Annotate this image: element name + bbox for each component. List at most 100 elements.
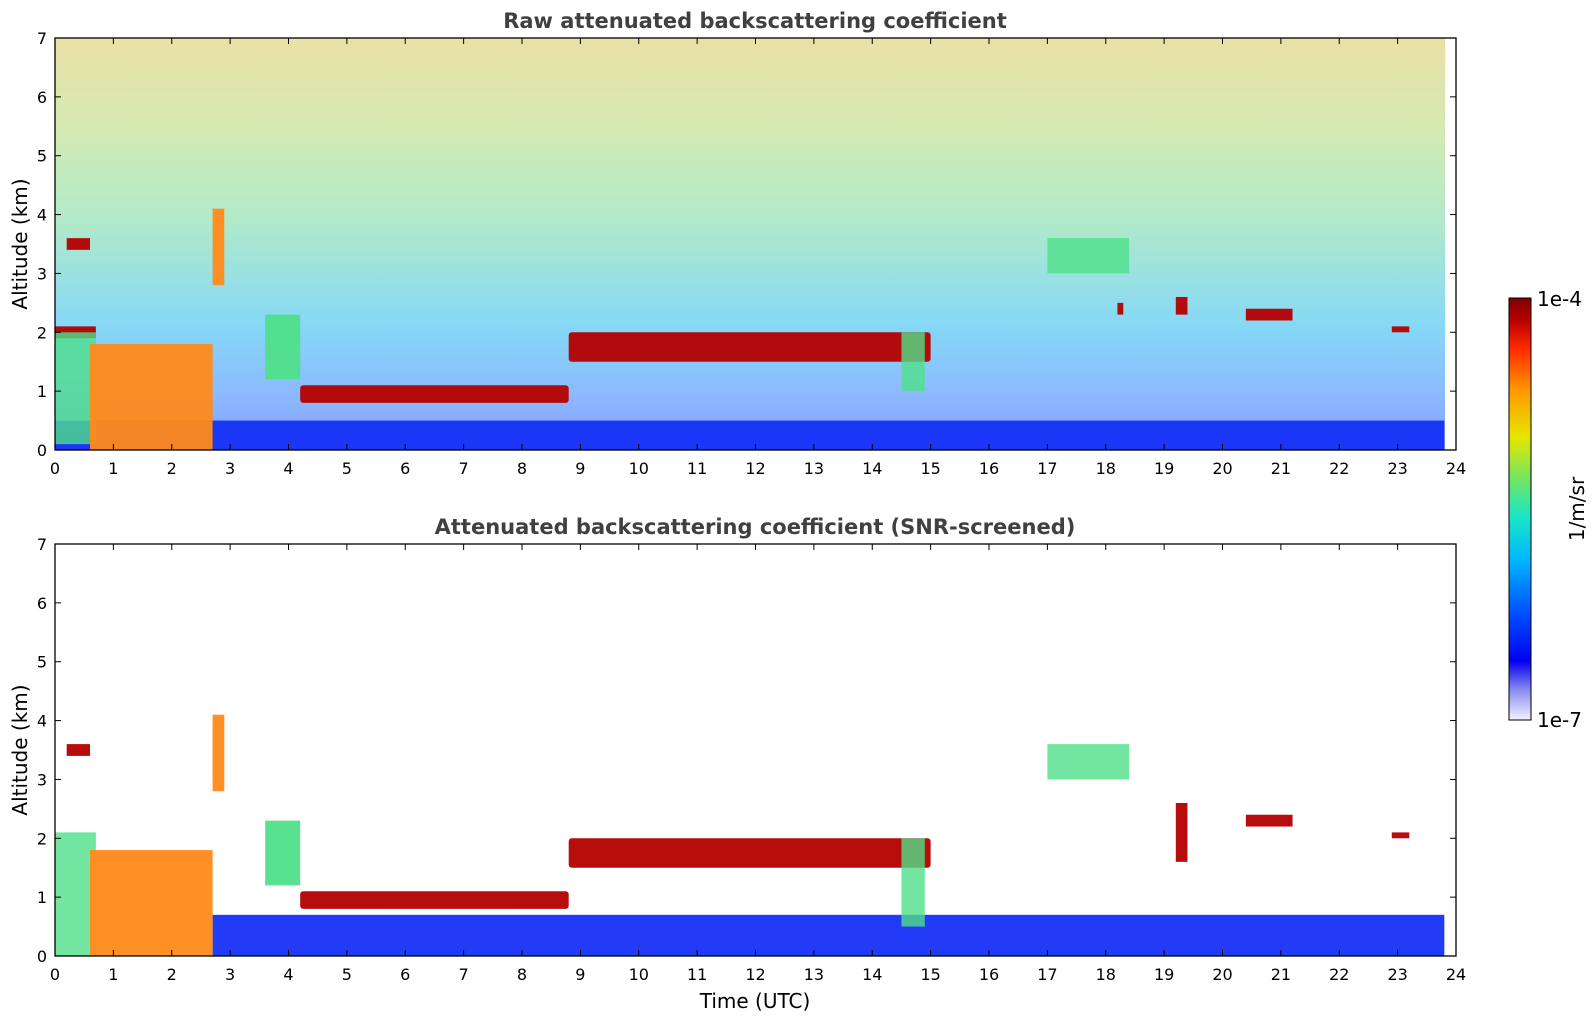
x-tick-label: 0 (50, 459, 60, 478)
x-tick-label: 12 (745, 459, 765, 478)
x-tick-label: 8 (517, 965, 527, 984)
x-tick-label: 21 (1271, 965, 1291, 984)
feature-aerosol-8 (901, 838, 925, 927)
x-tick-label: 19 (1154, 459, 1174, 478)
panel-screened-frame (54, 543, 1457, 957)
x-tick-label: 18 (1096, 965, 1116, 984)
x-tick-label: 9 (575, 459, 585, 478)
x-tick-label: 2 (167, 459, 177, 478)
x-tick-label: 24 (1446, 965, 1466, 984)
feature-cloud-14 (1391, 326, 1410, 333)
feature-aerosol-9 (1047, 744, 1130, 780)
y-tick-label: 2 (37, 323, 47, 342)
panel-screened-xlabel: Time (UTC) (699, 989, 811, 1013)
y-tick-label: 0 (37, 441, 47, 460)
feature-boundary-layer-0 (212, 914, 1445, 956)
feature-cloud-6 (265, 314, 301, 380)
colorbar-gradient (1508, 297, 1532, 721)
y-tick-label: 6 (37, 88, 47, 107)
feature-cloud-base-7 (568, 838, 931, 868)
panel-raw-x-ticks: 0 1 2 3 4 5 6 7 8 9 10 11 12 13 14 15 16 17 18 19 20 21 22 23 24 (50, 38, 1466, 478)
x-tick-label: 13 (804, 459, 824, 478)
feature-cloud-13 (1245, 308, 1293, 321)
feature-cloud-4 (212, 714, 225, 792)
x-tick-label: 14 (862, 965, 882, 984)
panel-screened-ylabel: Altitude (km) (8, 684, 32, 815)
y-tick-label: 1 (37, 888, 47, 907)
y-tick-label: 7 (37, 29, 47, 48)
x-tick-label: 10 (629, 459, 649, 478)
panel-raw-features (55, 208, 1445, 450)
x-tick-label: 1 (108, 965, 118, 984)
y-tick-label: 7 (37, 535, 47, 554)
feature-aerosol-10 (1047, 238, 1130, 274)
x-tick-label: 5 (342, 965, 352, 984)
panel-screened: Attenuated backscattering coefficient (S… (8, 515, 1466, 1013)
y-tick-label: 1 (37, 382, 47, 401)
y-tick-label: 5 (37, 147, 47, 166)
x-tick-label: 23 (1387, 459, 1407, 478)
y-tick-label: 6 (37, 594, 47, 613)
y-tick-label: 2 (37, 829, 47, 848)
feature-cloud-11 (1117, 302, 1124, 315)
feature-cloud-base-8 (568, 332, 931, 362)
x-tick-label: 6 (400, 965, 410, 984)
panel-raw-title: Raw attenuated backscattering coefficien… (503, 9, 1007, 33)
feature-aerosol-9 (901, 332, 925, 392)
y-tick-label: 4 (37, 712, 47, 731)
x-tick-label: 4 (283, 965, 293, 984)
feature-cloud-5 (265, 820, 301, 886)
feature-cloud-10 (1175, 802, 1188, 862)
y-tick-label: 4 (37, 206, 47, 225)
y-tick-label: 3 (37, 264, 47, 283)
x-tick-label: 15 (920, 965, 940, 984)
colorbar-max-label: 1e-4 (1537, 287, 1582, 311)
x-tick-label: 2 (167, 965, 177, 984)
x-tick-label: 17 (1037, 965, 1057, 984)
x-tick-label: 23 (1387, 965, 1407, 984)
feature-aerosol-3 (55, 332, 96, 445)
x-tick-label: 18 (1096, 459, 1116, 478)
y-tick-label: 3 (37, 770, 47, 789)
x-tick-label: 20 (1212, 965, 1232, 984)
panel-screened-x-ticks: 0 1 2 3 4 5 6 7 8 9 10 11 12 13 14 15 16 17 18 19 20 21 22 23 24 (50, 544, 1466, 984)
x-tick-label: 5 (342, 459, 352, 478)
x-tick-label: 3 (225, 965, 235, 984)
feature-cloud-1 (66, 238, 91, 250)
x-tick-label: 7 (459, 965, 469, 984)
x-tick-label: 22 (1329, 459, 1349, 478)
panel-screened-features (55, 714, 1445, 956)
colorbar-min-label: 1e-7 (1537, 708, 1582, 732)
panel-raw-background-noise (55, 38, 1445, 450)
x-tick-label: 24 (1446, 459, 1466, 478)
x-tick-label: 13 (804, 965, 824, 984)
x-tick-label: 0 (50, 965, 60, 984)
x-tick-label: 11 (687, 965, 707, 984)
y-tick-label: 0 (37, 947, 47, 966)
feature-cloud-base-6 (300, 891, 569, 909)
x-tick-label: 6 (400, 459, 410, 478)
feature-aerosol-2 (55, 832, 96, 956)
x-tick-label: 14 (862, 459, 882, 478)
panel-raw: Raw attenuated backscattering coefficien… (8, 9, 1466, 478)
x-tick-label: 22 (1329, 965, 1349, 984)
y-tick-label: 5 (37, 653, 47, 672)
x-tick-label: 21 (1271, 459, 1291, 478)
feature-cloud-1 (66, 744, 91, 756)
feature-cloud-11 (1245, 814, 1293, 827)
colorbar-unit-label: 1/m/sr (1565, 476, 1589, 541)
x-tick-label: 20 (1212, 459, 1232, 478)
panel-screened-y-ticks: 0 1 2 3 4 5 6 7 (37, 535, 1456, 966)
colorbar: 1e-4 1e-7 1/m/sr (1508, 287, 1589, 732)
x-tick-label: 8 (517, 459, 527, 478)
x-tick-label: 9 (575, 965, 585, 984)
feature-cloud-4 (90, 344, 213, 450)
x-tick-label: 16 (979, 965, 999, 984)
feature-boundary-layer-0 (55, 420, 1445, 450)
x-tick-label: 3 (225, 459, 235, 478)
panel-raw-ylabel: Altitude (km) (8, 178, 32, 309)
x-tick-label: 4 (283, 459, 293, 478)
panel-screened-title: Attenuated backscattering coefficient (S… (435, 515, 1076, 539)
x-tick-label: 7 (459, 459, 469, 478)
